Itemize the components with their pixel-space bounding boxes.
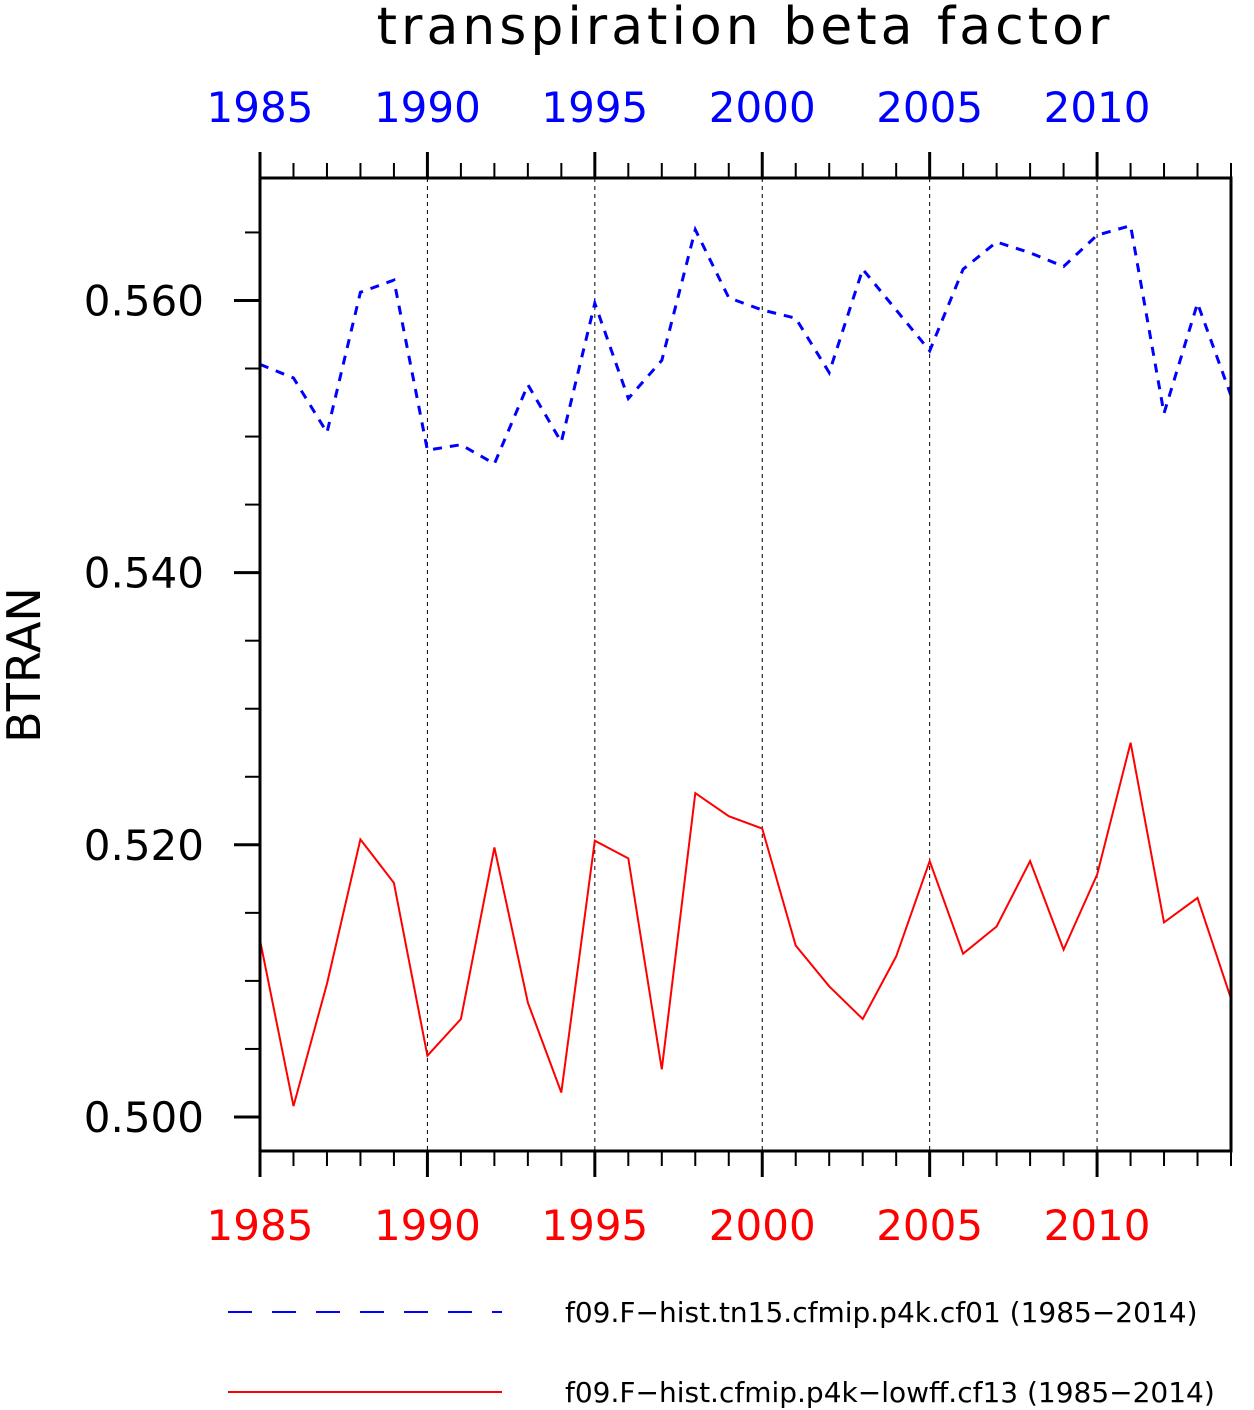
x-tick-label-top: 1985 — [207, 83, 314, 132]
series-layer — [259, 223, 1233, 1107]
legend: f09.F−hist.tn15.cfmip.p4k.cf01 (1985−201… — [228, 1296, 1215, 1409]
x-tick-label-bottom: 2010 — [1044, 1201, 1151, 1250]
series-line-2 — [259, 742, 1232, 1107]
legend-label-1: f09.F−hist.tn15.cfmip.p4k.cf01 (1985−201… — [565, 1296, 1198, 1329]
x-tick-label-bottom: 2005 — [876, 1201, 983, 1250]
x-tick-label-bottom: 1995 — [541, 1201, 648, 1250]
x-tick-label-top: 2005 — [876, 83, 983, 132]
x-tick-label-bottom: 1985 — [207, 1201, 314, 1250]
chart-title: transpiration beta factor — [377, 0, 1114, 57]
x-tick-label-top: 1990 — [374, 83, 481, 132]
y-tick-label: 0.560 — [84, 276, 204, 325]
legend-label-2: f09.F−hist.cfmip.p4k−lowff.cf13 (1985−20… — [565, 1376, 1215, 1409]
y-tick-label: 0.520 — [84, 821, 204, 870]
y-axis-label: BTRAN — [0, 587, 51, 743]
plot-frame — [258, 176, 1233, 1153]
y-tick-label: 0.500 — [84, 1093, 204, 1142]
y-tick-label: 0.540 — [84, 549, 204, 598]
x-tick-label-bottom: 1990 — [374, 1201, 481, 1250]
x-tick-label-top: 1995 — [541, 83, 648, 132]
x-tick-label-bottom: 2000 — [709, 1201, 816, 1250]
series-line-1 — [259, 223, 1233, 466]
grid-lines — [426, 178, 1098, 1151]
axes: 0.500 0.520 0.540 0.560 1985 1985 1990 1990 1995… — [84, 83, 1233, 1250]
x-tick-label-top: 2010 — [1044, 83, 1151, 132]
x-tick-label-top: 2000 — [709, 83, 816, 132]
